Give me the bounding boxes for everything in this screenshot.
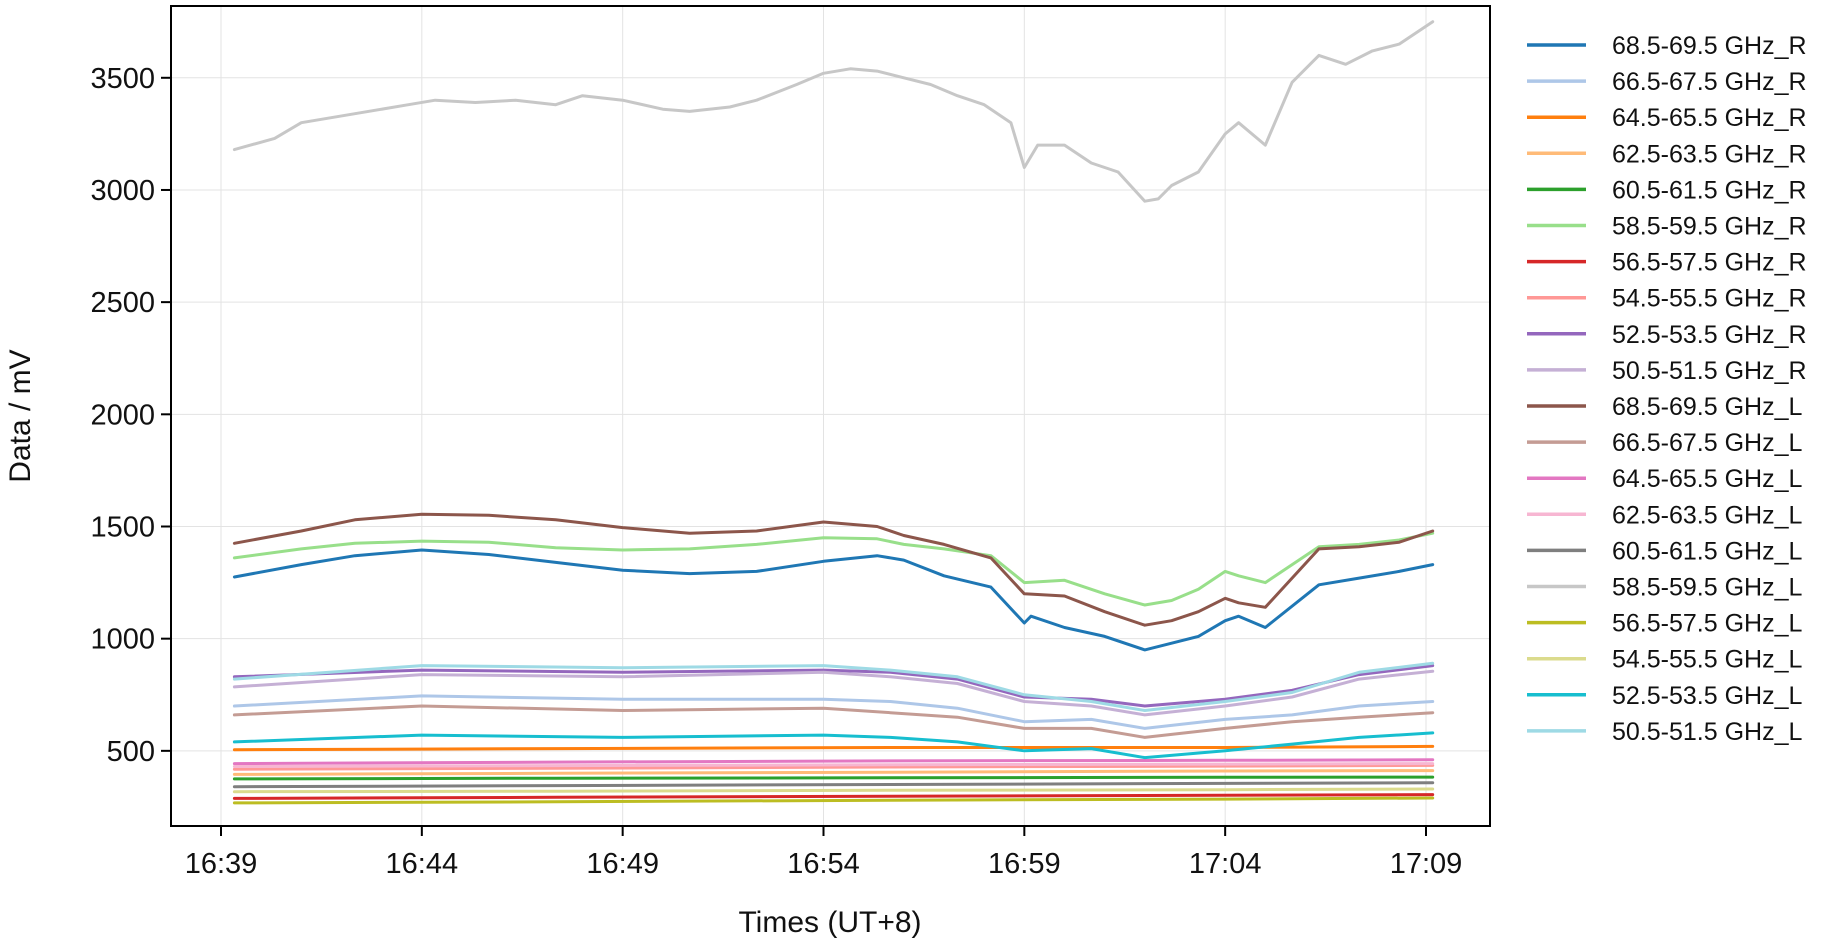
- series-line-15: [232, 781, 1435, 789]
- x-tick-label: 16:39: [185, 848, 258, 880]
- legend-entry-label: 60.5-61.5 GHz_L: [1612, 537, 1802, 565]
- grid: [171, 6, 1490, 826]
- series-line-3: [232, 744, 1435, 752]
- x-tick-label: 16:44: [386, 848, 459, 880]
- legend-entry-label: 68.5-69.5 GHz_L: [1612, 393, 1802, 421]
- legend-entry-label: 64.5-65.5 GHz_L: [1612, 465, 1802, 493]
- legend-entry-label: 62.5-63.5 GHz_L: [1612, 501, 1802, 529]
- series-line-1: [232, 548, 1435, 652]
- y-tick-label: 3000: [90, 175, 155, 207]
- legend: 68.5-69.5 GHz_R 66.5-67.5 GHz_R 64.5-65.5 …: [1527, 32, 1807, 746]
- legend-entry-label: 66.5-67.5 GHz_L: [1612, 429, 1802, 457]
- y-tick-label: 2500: [90, 287, 155, 319]
- y-tick-label: 3500: [90, 63, 155, 95]
- series-line-7: [232, 793, 1435, 800]
- legend-entry-label: 52.5-53.5 GHz_R: [1612, 321, 1807, 349]
- x-axis-ticks: 16:39 16:44 16:49 16:54 16:59 17:04 17:09: [185, 826, 1463, 880]
- y-axis-ticks: 500 1000 1500 2000 2500 3000 3500: [90, 63, 171, 768]
- series-line-9: [232, 664, 1435, 708]
- series-line-18: [232, 787, 1435, 794]
- legend-entry-label: 60.5-61.5 GHz_R: [1612, 176, 1807, 204]
- y-tick-label: 500: [107, 736, 155, 768]
- legend-entry-label: 64.5-65.5 GHz_R: [1612, 104, 1807, 132]
- series-lines: [232, 20, 1435, 805]
- series-line-16: [232, 20, 1435, 203]
- legend-entry-label: 68.5-69.5 GHz_R: [1612, 32, 1807, 60]
- series-line-2: [232, 694, 1435, 730]
- legend-entry-label: 62.5-63.5 GHz_R: [1612, 140, 1807, 168]
- series-line-4: [232, 769, 1435, 776]
- series-line-10: [232, 669, 1435, 717]
- series-line-17: [232, 796, 1435, 805]
- series-line-20: [232, 661, 1435, 712]
- series-line-19: [232, 731, 1435, 760]
- x-tick-label: 16:59: [988, 848, 1061, 880]
- y-tick-label: 1500: [90, 511, 155, 543]
- legend-entry-label: 54.5-55.5 GHz_L: [1612, 646, 1802, 674]
- legend-entry-label: 56.5-57.5 GHz_L: [1612, 610, 1802, 638]
- legend-entry-label: 54.5-55.5 GHz_R: [1612, 285, 1807, 313]
- x-tick-label: 17:09: [1390, 848, 1463, 880]
- plot-frame: [170, 5, 1491, 827]
- legend-entry-label: 50.5-51.5 GHz_R: [1612, 357, 1807, 385]
- series-line-13: [232, 758, 1435, 766]
- x-tick-label: 17:04: [1189, 848, 1262, 880]
- series-line-6: [232, 531, 1435, 607]
- legend-entry-label: 50.5-51.5 GHz_L: [1612, 718, 1802, 746]
- legend-entry-label: 66.5-67.5 GHz_R: [1612, 68, 1807, 96]
- legend-entry-label: 58.5-59.5 GHz_R: [1612, 213, 1807, 241]
- legend-entry-label: 58.5-59.5 GHz_L: [1612, 574, 1802, 602]
- y-tick-label: 2000: [90, 399, 155, 431]
- x-tick-label: 16:49: [586, 848, 659, 880]
- y-tick-label: 1000: [90, 624, 155, 656]
- series-line-14: [232, 762, 1435, 768]
- x-tick-label: 16:54: [787, 848, 860, 880]
- y-axis-label: Data / mV: [4, 349, 37, 482]
- series-line-5: [232, 775, 1435, 781]
- series-line-12: [232, 704, 1435, 739]
- series-line-8: [232, 763, 1435, 771]
- legend-entry-label: 52.5-53.5 GHz_L: [1612, 682, 1802, 710]
- x-axis-label: Times (UT+8): [738, 906, 921, 939]
- legend-entry-label: 56.5-57.5 GHz_R: [1612, 249, 1807, 277]
- series-line-11: [232, 512, 1435, 627]
